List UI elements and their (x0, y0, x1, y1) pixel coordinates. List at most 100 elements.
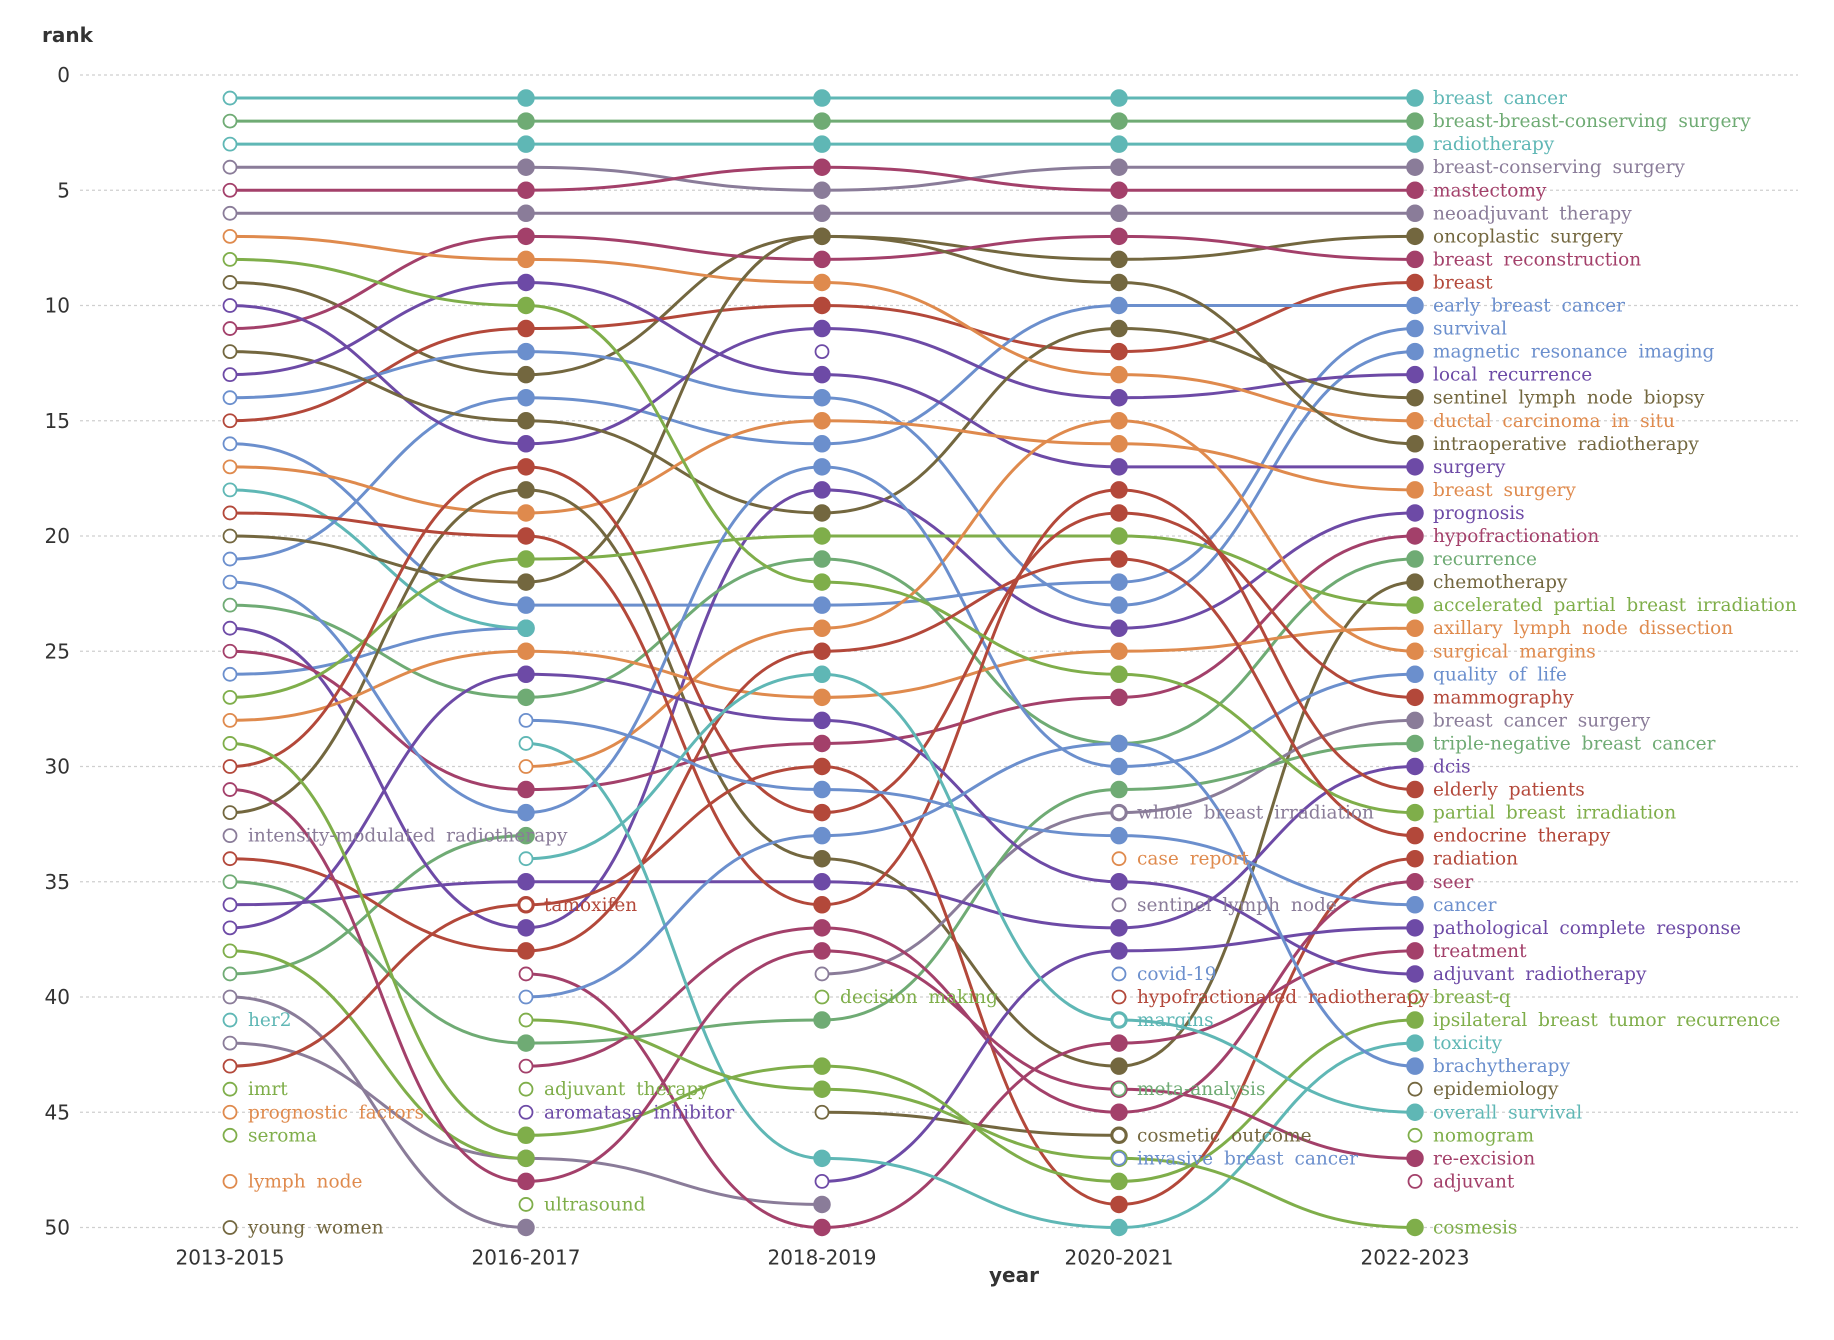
rank-point (222, 275, 238, 290)
rank-point (1407, 1174, 1423, 1189)
rank-point (222, 620, 238, 636)
series-line (525, 1018, 1416, 1229)
keyword-label: adjuvant radiotherapy (1433, 964, 1647, 985)
keyword-label: breast (1433, 272, 1493, 293)
keyword-label: mastectomy (1433, 180, 1547, 201)
rank-point (222, 551, 238, 567)
rank-point (1110, 342, 1128, 361)
rank-point (1406, 365, 1424, 384)
rank-point (1110, 412, 1128, 430)
rank-point (1406, 135, 1424, 153)
x-axis-title: year (989, 1263, 1039, 1287)
rank-point (813, 919, 831, 937)
series-line (229, 350, 1416, 607)
keyword-label: oncoplastic surgery (1433, 226, 1623, 247)
keyword-label: breast-q (1433, 987, 1511, 1008)
series-line (229, 764, 1416, 1206)
y-tick-label: 20 (45, 524, 70, 548)
rank-point (1110, 181, 1128, 199)
rank-point (813, 504, 831, 522)
rank-point (1406, 1034, 1424, 1052)
rank-point (813, 296, 831, 315)
keyword-label: lymph node (248, 1171, 362, 1192)
rank-point (222, 759, 238, 774)
keyword-label: radiation (1433, 849, 1518, 870)
rank-point (517, 688, 535, 707)
rank-point (1110, 158, 1128, 176)
rank-point (517, 135, 535, 153)
rank-point (517, 273, 535, 292)
keyword-label: cosmetic outcome (1137, 1125, 1312, 1146)
rank-point (517, 596, 535, 614)
rank-point (814, 1104, 830, 1120)
rank-point (222, 528, 238, 544)
series-line (229, 488, 1416, 907)
keyword-label: ultrasound (544, 1194, 646, 1215)
rank-point (1406, 89, 1424, 107)
rank-point (1406, 273, 1424, 292)
rank-point (1110, 296, 1128, 315)
series-line (229, 234, 1416, 377)
rank-point (222, 782, 238, 797)
keyword-label: re-excision (1433, 1148, 1535, 1169)
rank-point (813, 803, 831, 822)
rank-point (1110, 1057, 1128, 1075)
rank-point (222, 182, 238, 198)
rank-point (1406, 481, 1424, 499)
rank-point (813, 711, 831, 730)
rank-point (518, 1058, 534, 1074)
keyword-label: magnetic resonance imaging (1433, 342, 1715, 363)
rank-point (813, 619, 831, 637)
rank-point (813, 1195, 831, 1214)
rank-point (1406, 780, 1424, 799)
rank-point (1110, 1218, 1128, 1237)
keyword-label: triple-negative breast cancer (1433, 733, 1716, 754)
rank-point (1111, 897, 1127, 913)
rank-point (517, 642, 535, 660)
rank-point (813, 596, 831, 614)
keyword-label: mammography (1433, 687, 1574, 708)
rank-point (1406, 711, 1424, 730)
series-line (229, 949, 527, 1160)
rank-point (813, 481, 831, 499)
rank-point (1406, 849, 1424, 868)
rank-point (518, 1081, 534, 1097)
rank-point (813, 780, 831, 799)
rank-point (222, 828, 238, 844)
rank-point (1110, 642, 1128, 660)
rank-point (222, 574, 238, 590)
rank-point (813, 873, 831, 891)
rank-point (222, 920, 238, 936)
keyword-label: hypofractionation (1433, 526, 1599, 547)
keyword-label: imrt (248, 1079, 288, 1100)
rank-point (517, 942, 535, 960)
rank-point (222, 597, 238, 613)
keyword-label: partial breast irradiation (1433, 803, 1676, 824)
keyword-label: chemotherapy (1433, 572, 1568, 593)
keyword-label: breast-breast-conserving surgery (1433, 111, 1751, 132)
rank-point (517, 1034, 535, 1052)
rank-point (518, 1197, 534, 1212)
rank-point (1110, 135, 1128, 153)
rank-point (517, 1218, 535, 1237)
rank-point (517, 250, 535, 269)
rank-point (222, 228, 238, 244)
rank-point (517, 89, 535, 107)
rank-point (1407, 1081, 1423, 1097)
rank-point (1110, 665, 1128, 684)
series-line (229, 741, 1416, 1183)
keyword-label: prognosis (1433, 503, 1525, 524)
rank-point (518, 966, 534, 982)
rank-point (222, 666, 238, 682)
series-line (525, 949, 1416, 1230)
rank-point (518, 736, 534, 751)
rank-point (222, 1012, 238, 1028)
keyword-label: pathological complete response (1433, 918, 1741, 939)
keyword-label: meta-analysis (1137, 1079, 1265, 1100)
rank-point (813, 135, 831, 153)
keyword-label: breast-conserving surgery (1433, 157, 1685, 178)
keyword-label: adjuvant therapy (544, 1079, 709, 1100)
rank-point (813, 1057, 831, 1075)
keyword-label: prognostic factors (248, 1102, 424, 1123)
